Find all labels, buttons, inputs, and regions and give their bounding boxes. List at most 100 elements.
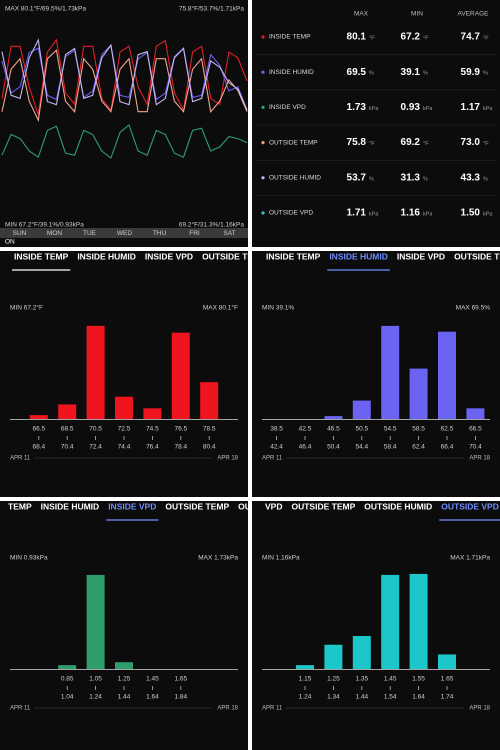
- row-value: 43.3: [461, 172, 481, 183]
- bar: [200, 382, 219, 419]
- tab[interactable]: OUTSIDE TEMP: [291, 501, 355, 511]
- tab[interactable]: INSIDE HUMID: [77, 251, 136, 261]
- row-value: 53.7: [347, 172, 367, 183]
- row-unit: %: [483, 71, 488, 77]
- end-label: APR 18: [469, 456, 490, 462]
- tab[interactable]: INSIDE TEMP: [266, 251, 321, 261]
- row-label: INSIDE TEMP: [269, 34, 310, 41]
- panel: [0, 0, 248, 247]
- panel: [0, 501, 248, 750]
- row-unit: %: [483, 176, 488, 182]
- row-label: INSIDE HUMID: [269, 69, 314, 76]
- tab[interactable]: TEMP: [8, 501, 32, 511]
- bar: [324, 416, 343, 419]
- bin-start-label: 1.15: [299, 676, 312, 683]
- tab[interactable]: INSIDE HUMID: [329, 251, 388, 261]
- tab[interactable]: OUTSIDE TE: [202, 251, 253, 261]
- series-line: [1, 49, 248, 123]
- max-label: MAX 1.73kPa: [198, 555, 238, 562]
- bar: [296, 665, 314, 669]
- bar: [352, 400, 371, 419]
- bin-end-label: 1.74: [441, 694, 454, 701]
- bin-start-label: 1.45: [384, 676, 397, 683]
- start-label: APR 11: [262, 456, 283, 462]
- tab[interactable]: VPD: [265, 501, 282, 511]
- row-dot: [261, 211, 265, 215]
- day-label: WED: [117, 230, 132, 237]
- bin-start-label: 58.5: [412, 426, 425, 433]
- row-value: 1.73: [347, 102, 367, 113]
- row-value: 31.3: [401, 172, 421, 183]
- bin-end-label: 1.44: [355, 694, 368, 701]
- bar: [466, 408, 485, 419]
- row-unit: kPa: [483, 211, 493, 217]
- row-label: INSIDE VPD: [269, 104, 306, 111]
- bin-start-label: 76.5: [174, 426, 187, 433]
- end-label: APR 18: [217, 706, 238, 712]
- row-unit: °F: [423, 35, 429, 41]
- tab[interactable]: OUTSIDE HUMID: [364, 501, 432, 511]
- tab[interactable]: INSIDE TEMP: [14, 251, 69, 261]
- row-label: OUTSIDE TEMP: [269, 139, 318, 146]
- bar: [409, 368, 428, 419]
- bar: [409, 573, 428, 669]
- min-label: MIN 0.93kPa: [10, 555, 48, 562]
- row-dot: [261, 35, 265, 39]
- bin-start-label: 42.5: [299, 426, 312, 433]
- bin-end-label: 50.4: [327, 444, 340, 451]
- row-dot: [261, 141, 265, 145]
- outside-max-label: 75.8°F/53.7%/1.71kPa: [179, 5, 244, 13]
- bin-start-label: 1.55: [412, 676, 425, 683]
- bin-start-label: 68.5: [61, 426, 74, 433]
- row-unit: kPa: [423, 211, 433, 217]
- row-value: 1.50: [461, 208, 481, 219]
- bin-start-label: 62.5: [441, 426, 454, 433]
- row-value: 74.7: [461, 32, 481, 43]
- tab[interactable]: INSIDE HUMID: [41, 501, 100, 511]
- bin-end-label: 58.4: [384, 444, 397, 451]
- bin-start-label: 1.65: [441, 676, 454, 683]
- row-unit: %: [423, 176, 428, 182]
- panel: [252, 0, 500, 247]
- bar: [171, 332, 190, 419]
- tab[interactable]: INSIDE VPD: [397, 251, 445, 261]
- tab[interactable]: OUTSIDE TE: [454, 251, 500, 261]
- bin-end-label: 54.4: [355, 444, 368, 451]
- row-value: 69.2: [401, 137, 421, 148]
- bin-end-label: 1.64: [412, 694, 425, 701]
- bar: [86, 325, 105, 419]
- row-unit: kPa: [369, 211, 379, 217]
- bar: [29, 415, 48, 419]
- day-label: THU: [153, 230, 167, 237]
- bar: [143, 408, 162, 419]
- bin-start-label: 0.85: [61, 676, 74, 683]
- tab[interactable]: OUTSIDE VPD: [441, 501, 499, 511]
- line-chart: MAX 80.1°F/69.5%/1.73kPa 75.8°F/53.7%/1.7…: [0, 5, 248, 246]
- tab[interactable]: OUTSIDE TEMP: [165, 501, 229, 511]
- bin-end-label: 66.4: [441, 444, 454, 451]
- bin-start-label: 1.45: [146, 676, 159, 683]
- row-unit: %: [423, 71, 428, 77]
- bin-end-label: 1.24: [89, 694, 102, 701]
- row-unit: kPa: [423, 106, 433, 112]
- max-label: MAX 69.5%: [456, 305, 491, 312]
- row-unit: %: [369, 71, 374, 77]
- min-label: MIN 67.2°F/39.1%/0.93kPa: [5, 221, 84, 229]
- day-label: SAT: [223, 230, 235, 237]
- tab[interactable]: INSIDE VPD: [145, 251, 193, 261]
- tab[interactable]: OUT: [238, 501, 257, 511]
- bar: [381, 325, 400, 419]
- panel: [252, 251, 500, 497]
- row-value: 80.1: [347, 32, 367, 43]
- bin-end-label: 74.4: [118, 444, 131, 451]
- bin-start-label: 1.05: [89, 676, 102, 683]
- panel: [0, 251, 248, 497]
- series-line: [1, 38, 248, 111]
- bar: [438, 331, 456, 419]
- row-unit: °F: [369, 141, 375, 147]
- histogram-panel: INSIDE TEMP INSIDE HUMID INSIDE VPD OUTSIDE…: [262, 251, 500, 462]
- tab[interactable]: INSIDE VPD: [108, 501, 156, 511]
- row-unit: °F: [423, 141, 429, 147]
- bar: [58, 665, 77, 669]
